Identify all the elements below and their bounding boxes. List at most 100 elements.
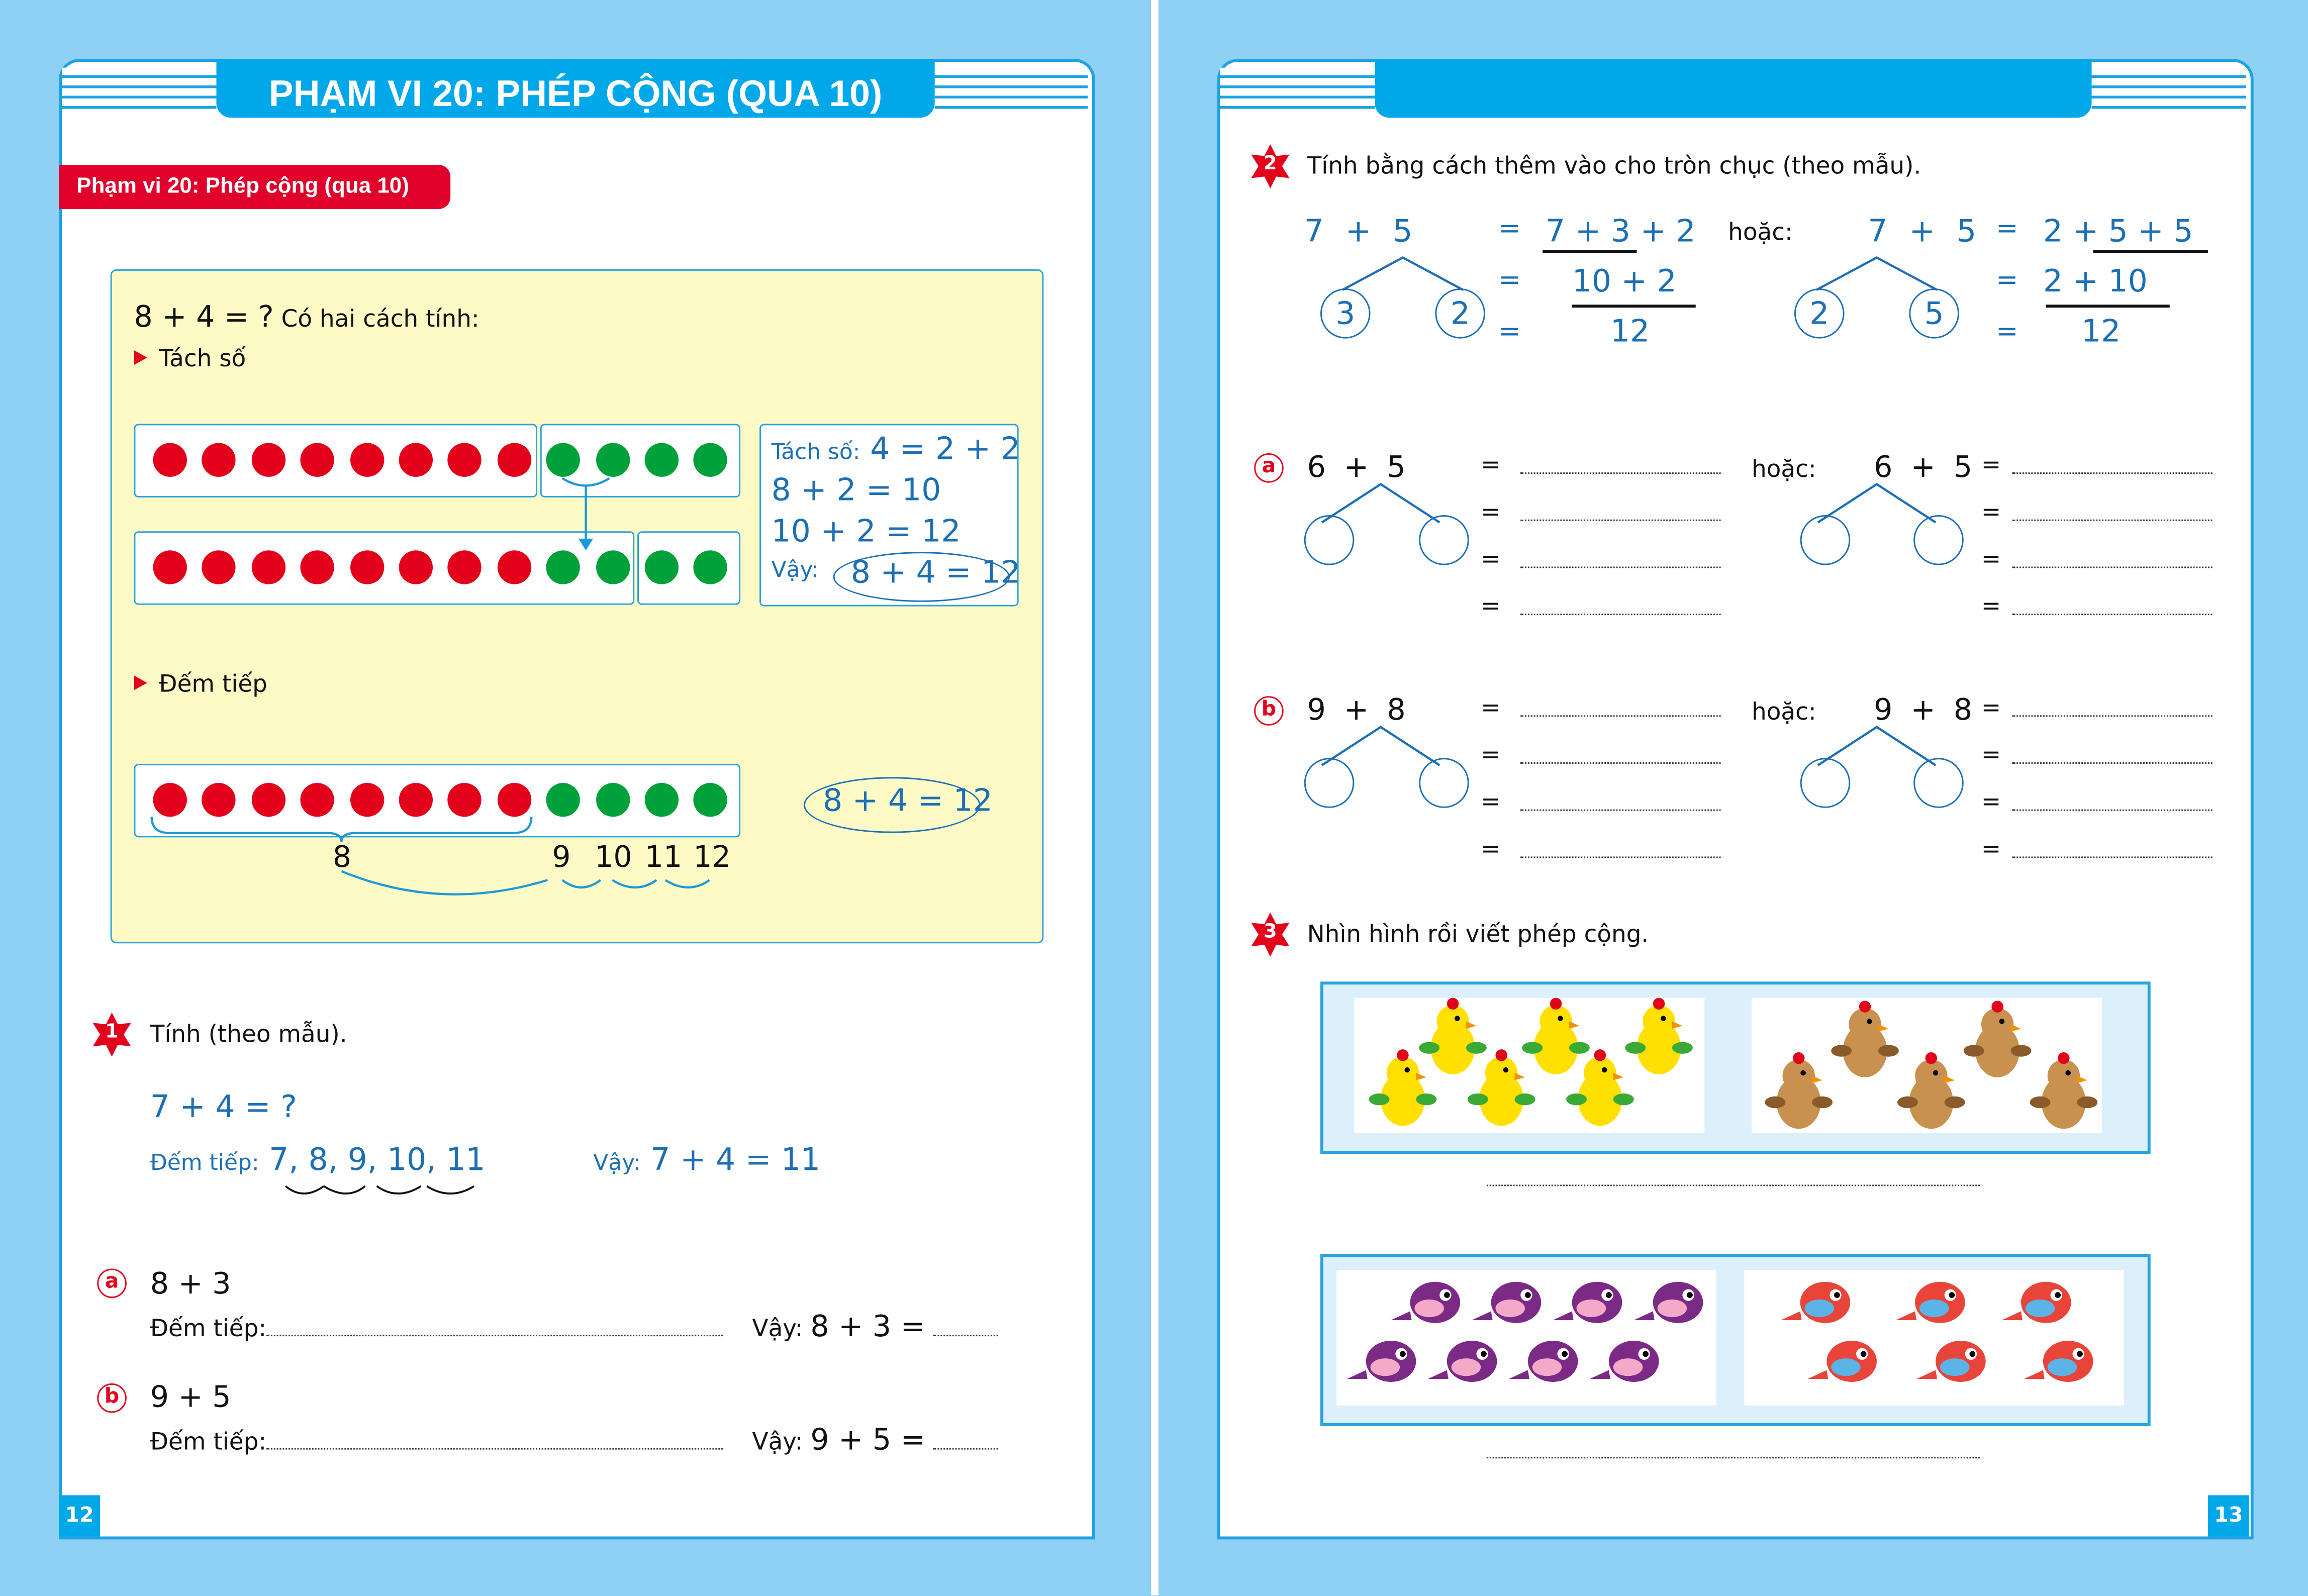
split-eq: 4 = 2 + 2	[870, 431, 1020, 467]
answer-line[interactable]	[2012, 614, 2213, 616]
item-a-count[interactable]: Đếm tiếp:	[150, 1314, 723, 1342]
equals-sign: =	[1996, 265, 2018, 296]
or-label: hoặc:	[1752, 454, 1816, 483]
answer-line[interactable]	[1520, 519, 1721, 521]
red-dot	[448, 443, 482, 477]
purple-bird-group	[1336, 1270, 1716, 1406]
sample-line-3: 12	[2081, 313, 2121, 349]
answer-circle[interactable]	[1419, 758, 1469, 808]
answer-line[interactable]	[1520, 614, 1721, 616]
answer-circle[interactable]	[1304, 758, 1355, 808]
equals-sign: =	[1498, 213, 1521, 245]
answer-circle[interactable]	[1419, 515, 1469, 565]
item-letter: b	[1254, 696, 1284, 726]
method-2-heading: Đếm tiếp	[134, 670, 267, 697]
item-b-expr: 9 + 5	[150, 1379, 231, 1415]
count-label: Đếm tiếp:	[150, 1149, 259, 1176]
count-label: 12	[693, 839, 731, 874]
answer-line-1[interactable]	[1486, 1184, 1980, 1186]
red-dot	[202, 443, 236, 477]
answer-line[interactable]	[1520, 809, 1721, 811]
item-b-answer[interactable]: Vậy: 9 + 5 =	[752, 1422, 998, 1457]
answer-line[interactable]	[1520, 762, 1721, 764]
green-dot	[694, 443, 728, 477]
method-1-label: Tách số	[159, 344, 246, 372]
item-letter-a: a	[97, 1268, 127, 1299]
answer-line[interactable]	[2012, 715, 2213, 717]
equals-sign: =	[1981, 834, 2001, 863]
or-label: hoặc:	[1728, 218, 1793, 246]
red-dot	[349, 783, 384, 817]
equals-sign: =	[1996, 213, 2018, 245]
item-letter: a	[1254, 453, 1284, 483]
answer-line[interactable]	[1520, 856, 1721, 858]
red-dot	[153, 783, 187, 817]
split-circle: 2	[1794, 288, 1845, 339]
sample-question: 7 + 4 = ?	[150, 1089, 297, 1125]
answer-line[interactable]	[1520, 566, 1721, 568]
header-stripes	[1220, 67, 1375, 115]
answer-circle[interactable]	[1913, 758, 1964, 808]
green-dot	[694, 550, 728, 584]
green-dot	[546, 783, 581, 817]
split-circle: 2	[1435, 288, 1485, 339]
sample-so: Vậy: 7 + 4 = 11	[593, 1142, 820, 1177]
split-circle: 3	[1320, 288, 1371, 339]
green-dot	[644, 550, 679, 584]
answer-line[interactable]	[2012, 566, 2213, 568]
green-dot	[546, 443, 581, 477]
equals-sign: =	[1981, 740, 2001, 768]
equals-sign: =	[1498, 316, 1521, 348]
equals-sign: =	[1981, 787, 2001, 816]
so-label: Vậy:	[752, 1427, 803, 1456]
equals-sign: =	[1481, 787, 1501, 816]
exercise-1-instruction: Tính (theo mẫu).	[150, 1020, 347, 1048]
answer-circle[interactable]	[1913, 515, 1964, 565]
result-ring	[804, 777, 981, 833]
answer-circle[interactable]	[1800, 758, 1851, 808]
step-1: 8 + 2 = 10	[771, 472, 941, 508]
header-stripes	[934, 67, 1088, 115]
answer-line[interactable]	[1520, 715, 1721, 717]
answer-line[interactable]	[2012, 856, 2213, 858]
answer-line-2[interactable]	[1486, 1457, 1980, 1459]
equals-sign: =	[1981, 497, 2001, 526]
green-dot	[644, 443, 679, 477]
answer-line[interactable]	[1520, 472, 1721, 474]
red-dot	[300, 550, 335, 584]
count-result: 8 + 4 = 12	[823, 783, 993, 819]
item-a-answer[interactable]: Vậy: 8 + 3 =	[752, 1309, 998, 1344]
item-b-count[interactable]: Đếm tiếp:	[150, 1428, 723, 1455]
intro-note: Có hai cách tính:	[281, 305, 479, 333]
equals-sign: =	[1981, 544, 2001, 573]
answer-line[interactable]	[2012, 762, 2213, 764]
section-label: Phạm vi 20: Phép cộng (qua 10)	[59, 165, 451, 209]
green-dot	[595, 550, 630, 584]
so-eq: 9 + 5 =	[810, 1422, 925, 1457]
red-dot	[300, 783, 335, 817]
split-circle: 5	[1909, 288, 1959, 339]
split-line: Tách số: 4 = 2 + 2	[772, 431, 1020, 466]
answer-circle[interactable]	[1800, 515, 1851, 565]
answer-line[interactable]	[2012, 809, 2213, 811]
split-lines	[1817, 726, 1937, 766]
sample-line-1: 7 + 3 + 2	[1546, 213, 1696, 249]
so-eq: 8 + 3 =	[810, 1308, 925, 1344]
answer-line[interactable]	[2012, 519, 2213, 521]
red-dot	[300, 443, 335, 477]
equals-sign: =	[1996, 316, 2018, 348]
count-label: Đếm tiếp:	[150, 1314, 267, 1342]
answer-line[interactable]	[2012, 472, 2213, 474]
red-dot	[202, 783, 236, 817]
intro-question: 8 + 4 = ?	[134, 298, 274, 334]
red-dot	[153, 443, 187, 477]
exercise-star-icon	[1251, 912, 1290, 957]
count-label: 9	[552, 839, 571, 874]
answer-circle[interactable]	[1304, 515, 1355, 565]
item-letter-b: b	[97, 1383, 127, 1413]
equals-sign: =	[1498, 265, 1521, 296]
page-title: PHẠM VI 20: PHÉP CỘNG (QUA 10)	[216, 59, 935, 118]
exercise-star-icon	[92, 1012, 131, 1057]
red-dot	[202, 550, 236, 584]
sample-line-3: 12	[1610, 313, 1650, 349]
